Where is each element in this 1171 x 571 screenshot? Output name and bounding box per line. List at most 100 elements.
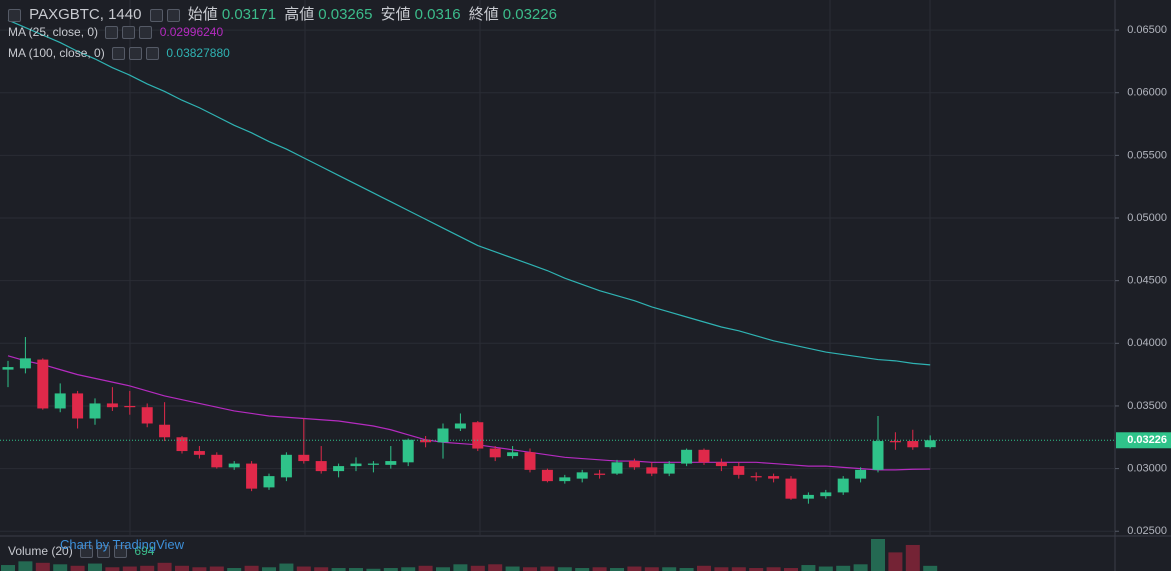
volume-bar — [18, 561, 33, 571]
volume-bar — [53, 564, 68, 571]
candle-body — [72, 393, 84, 419]
volume-bar — [209, 566, 224, 571]
candle-body — [611, 462, 623, 474]
volume-bar — [557, 567, 572, 571]
candle-body — [907, 441, 919, 448]
volume-bar — [349, 568, 363, 571]
candle-body — [559, 477, 571, 482]
volume-bar — [853, 564, 868, 571]
candle-body — [106, 403, 118, 408]
ma-legend: MA (25, close, 0) 0.02996240 — [8, 25, 227, 40]
volume-bar — [366, 568, 381, 571]
candle-body — [663, 463, 675, 474]
candle-body — [646, 467, 658, 474]
y-tick-label: 0.05000 — [1127, 212, 1167, 224]
candle-body — [472, 422, 484, 449]
ma-icon[interactable] — [105, 26, 119, 40]
y-tick-label: 0.03000 — [1127, 463, 1167, 475]
candle-body — [872, 441, 884, 470]
candle-body — [681, 449, 693, 464]
ma-value: 0.02996240 — [159, 25, 224, 39]
candle-body — [176, 437, 188, 452]
candle-body — [246, 463, 258, 489]
volume-bar — [296, 566, 311, 571]
ma-value: 0.03827880 — [166, 46, 230, 60]
candle-body — [315, 461, 327, 472]
volume-legend: Volume (20) 694 — [8, 544, 158, 559]
ohlc-label: 始値 — [187, 6, 218, 23]
symbol-title: PAXGBTC, 1440 — [29, 6, 142, 23]
ma-icon[interactable] — [139, 26, 153, 40]
ohlc-value: 0.0316 — [414, 6, 461, 23]
volume-bar — [436, 567, 450, 571]
ma-line — [7, 355, 931, 471]
volume-bar — [905, 544, 920, 571]
candle-body — [2, 367, 14, 370]
volume-bar — [453, 564, 468, 571]
watermark: Chart by TradingView — [60, 537, 185, 552]
candle-body — [837, 478, 849, 493]
volume-bar — [714, 567, 729, 571]
ma-icon[interactable] — [129, 47, 143, 61]
candle-body — [454, 423, 466, 429]
price-axis — [1115, 0, 1171, 571]
volume-bar — [122, 566, 137, 571]
volume-bar — [470, 565, 485, 571]
volume-bar — [540, 566, 555, 571]
volume-bar — [818, 566, 833, 571]
ma-icon[interactable] — [146, 47, 160, 61]
volume-bar — [575, 568, 590, 571]
settings-icon[interactable] — [149, 8, 163, 22]
volume-bar — [731, 567, 746, 571]
hide-icon[interactable] — [166, 8, 180, 22]
volume-bar — [627, 566, 642, 571]
candle-body — [576, 472, 588, 479]
candle-body — [228, 463, 240, 468]
candle-body — [89, 403, 101, 419]
candle-body — [889, 441, 901, 443]
candle-body — [715, 462, 727, 467]
candle-body — [193, 451, 205, 455]
volume-bar — [331, 568, 346, 571]
volume-bar — [401, 567, 416, 571]
volume-bar — [227, 568, 242, 571]
candle-body — [628, 461, 640, 468]
volume-bar — [279, 563, 294, 571]
candle-body — [350, 463, 362, 467]
candle-body — [507, 452, 519, 457]
ma-icon[interactable] — [122, 26, 136, 40]
volume-bar — [749, 568, 764, 571]
candle-body — [385, 461, 397, 465]
ma-legend: MA (100, close, 0) 0.03827880 — [8, 46, 234, 61]
last-price-label: 0.03226 — [1127, 434, 1167, 446]
last-price-tag — [1116, 432, 1171, 449]
volume-bar — [262, 567, 276, 571]
ma-icon[interactable] — [112, 47, 126, 61]
candle-body — [159, 424, 171, 438]
candle-body — [402, 439, 414, 463]
volume-bar — [784, 568, 798, 571]
volume-icon[interactable] — [114, 545, 128, 559]
volume-bar — [888, 552, 903, 571]
volume-bar — [314, 567, 329, 571]
volume-bar — [192, 567, 207, 571]
volume-icon[interactable] — [80, 545, 94, 559]
ohlc-label: 高値 — [284, 6, 315, 23]
ohlc-label: 安値 — [380, 6, 411, 23]
volume-icon[interactable] — [97, 545, 111, 559]
ma-line — [7, 19, 931, 366]
candle-body — [263, 476, 275, 488]
volume-bar — [1, 565, 15, 571]
y-tick-label: 0.06000 — [1127, 87, 1167, 99]
candle-body — [768, 476, 780, 479]
candle-body — [489, 448, 501, 458]
candle-body — [750, 476, 762, 478]
candle-body — [367, 463, 379, 465]
volume-bar — [157, 562, 172, 571]
volume-bar — [644, 567, 659, 571]
symbol-header: PAXGBTC, 1440 始値 0.03171 高値 0.03265 安値 0.03… — [8, 3, 561, 24]
collapse-icon[interactable] — [8, 8, 21, 22]
y-tick-label: 0.03500 — [1127, 400, 1167, 412]
